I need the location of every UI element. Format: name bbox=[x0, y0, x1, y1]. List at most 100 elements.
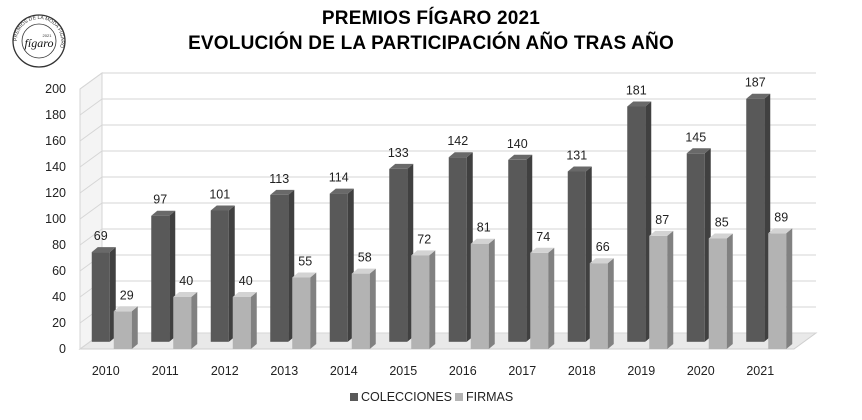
bar-firmas-2010: 29 bbox=[113, 288, 138, 349]
bar-firmas-2012: 40 bbox=[232, 274, 257, 349]
data-label: 69 bbox=[94, 229, 108, 243]
bar-front bbox=[448, 157, 467, 342]
bar-front bbox=[746, 98, 765, 342]
bar-side bbox=[250, 292, 257, 349]
bar-top bbox=[768, 228, 793, 234]
chart-title: PREMIOS FÍGARO 2021 EVOLUCIÓN DE LA PART… bbox=[0, 6, 862, 56]
data-label: 181 bbox=[626, 84, 647, 98]
legend: COLECCIONES FIRMAS bbox=[350, 390, 513, 404]
y-axis: 0 20 40 60 80 100 120 140 160 180 200 bbox=[45, 82, 66, 356]
bar-front bbox=[329, 193, 348, 342]
bar-top bbox=[292, 272, 317, 278]
bar-front bbox=[567, 171, 586, 342]
bar-firmas-2014: 58 bbox=[351, 251, 376, 349]
bar-side bbox=[607, 258, 614, 349]
bar-front bbox=[411, 255, 430, 349]
data-label: 85 bbox=[715, 216, 729, 230]
bar-firmas-2013: 55 bbox=[292, 255, 317, 349]
data-label: 101 bbox=[209, 188, 230, 202]
bar-firmas-2019: 87 bbox=[649, 213, 674, 349]
bar-front bbox=[351, 273, 370, 349]
bar-firmas-2021: 89 bbox=[768, 210, 793, 349]
bar-top bbox=[470, 238, 495, 244]
bar-front bbox=[708, 238, 727, 349]
bar-firmas-2011: 40 bbox=[173, 274, 198, 349]
data-label: 58 bbox=[358, 251, 372, 265]
y-tick-label: 140 bbox=[45, 160, 66, 174]
bar-front bbox=[389, 168, 408, 342]
bar-side bbox=[310, 272, 317, 349]
bar-firmas-2016: 81 bbox=[470, 221, 495, 349]
bar-side bbox=[548, 247, 555, 349]
y-tick-label: 0 bbox=[59, 342, 66, 356]
bars: 69 29 97 40 101 40 113 55 114 58 133 72 142 81 140 74 13… bbox=[91, 76, 793, 349]
x-axis: 2010 2011 2012 2013 2014 2015 2016 2017 2018 2019… bbox=[92, 364, 774, 378]
bar-side bbox=[131, 306, 138, 349]
bar-firmas-2015: 72 bbox=[411, 232, 436, 349]
legend-swatch-firmas bbox=[455, 393, 463, 401]
bar-top bbox=[389, 163, 414, 169]
data-label: 131 bbox=[566, 149, 587, 163]
bar-top bbox=[232, 292, 257, 297]
data-label: 40 bbox=[239, 274, 253, 288]
y-tick-label: 100 bbox=[45, 212, 66, 226]
bar-top bbox=[151, 210, 176, 216]
data-label: 145 bbox=[685, 130, 706, 144]
bar-front bbox=[649, 235, 668, 349]
data-label: 89 bbox=[774, 210, 788, 224]
gridline bbox=[79, 98, 816, 116]
data-label: 114 bbox=[329, 171, 349, 185]
bar-front bbox=[210, 210, 229, 342]
x-tick-label: 2014 bbox=[330, 364, 358, 378]
bar-colecciones-2012: 101 bbox=[209, 188, 235, 342]
gridline bbox=[79, 72, 816, 90]
x-tick-label: 2016 bbox=[449, 364, 477, 378]
bar-firmas-2017: 74 bbox=[530, 230, 555, 349]
bar-colecciones-2010: 69 bbox=[91, 229, 116, 342]
bar-top bbox=[351, 268, 376, 274]
y-tick-label: 80 bbox=[52, 238, 66, 252]
legend-label-colecciones: COLECCIONES bbox=[361, 390, 452, 404]
data-label: 74 bbox=[536, 230, 550, 244]
x-tick-label: 2012 bbox=[211, 364, 239, 378]
title-line-1: PREMIOS FÍGARO 2021 bbox=[321, 8, 541, 29]
bar-firmas-2020: 85 bbox=[708, 216, 733, 349]
figaro-logo: PREMIOS DE LA MODA FÍGARO fígaro 2021 bbox=[12, 14, 66, 68]
bar-front bbox=[627, 106, 646, 342]
x-tick-label: 2013 bbox=[270, 364, 298, 378]
bar-top bbox=[113, 306, 138, 312]
bar-top bbox=[708, 233, 733, 239]
bar-side bbox=[369, 268, 376, 349]
bar-top bbox=[746, 93, 771, 99]
gridline bbox=[79, 150, 816, 168]
bar-front bbox=[91, 252, 110, 342]
bar-top bbox=[508, 154, 533, 160]
x-tick-label: 2010 bbox=[92, 364, 120, 378]
data-label: 113 bbox=[269, 172, 289, 186]
bar-colecciones-2017: 140 bbox=[507, 137, 533, 342]
bar-colecciones-2011: 97 bbox=[151, 193, 176, 342]
bar-front bbox=[768, 233, 787, 349]
legend-label-firmas: FIRMAS bbox=[466, 390, 513, 404]
y-tick-label: 20 bbox=[52, 316, 66, 330]
data-label: 29 bbox=[120, 288, 134, 302]
bar-colecciones-2018: 131 bbox=[566, 149, 592, 342]
x-tick-label: 2021 bbox=[746, 364, 774, 378]
data-label: 55 bbox=[298, 255, 312, 269]
bar-top bbox=[411, 250, 436, 256]
bar-top bbox=[210, 205, 235, 211]
data-label: 97 bbox=[153, 193, 167, 207]
bar-top bbox=[567, 166, 592, 172]
data-label: 133 bbox=[388, 146, 409, 160]
bar-top bbox=[91, 247, 116, 253]
y-tick-label: 200 bbox=[45, 82, 66, 96]
bar-front bbox=[113, 311, 132, 349]
bar-top bbox=[649, 230, 674, 236]
data-label: 142 bbox=[447, 134, 468, 148]
bar-side bbox=[191, 292, 198, 349]
y-tick-label: 120 bbox=[45, 186, 66, 200]
data-label: 187 bbox=[745, 76, 766, 90]
data-label: 72 bbox=[417, 232, 431, 246]
bar-top bbox=[329, 188, 354, 194]
data-label: 81 bbox=[477, 221, 491, 235]
